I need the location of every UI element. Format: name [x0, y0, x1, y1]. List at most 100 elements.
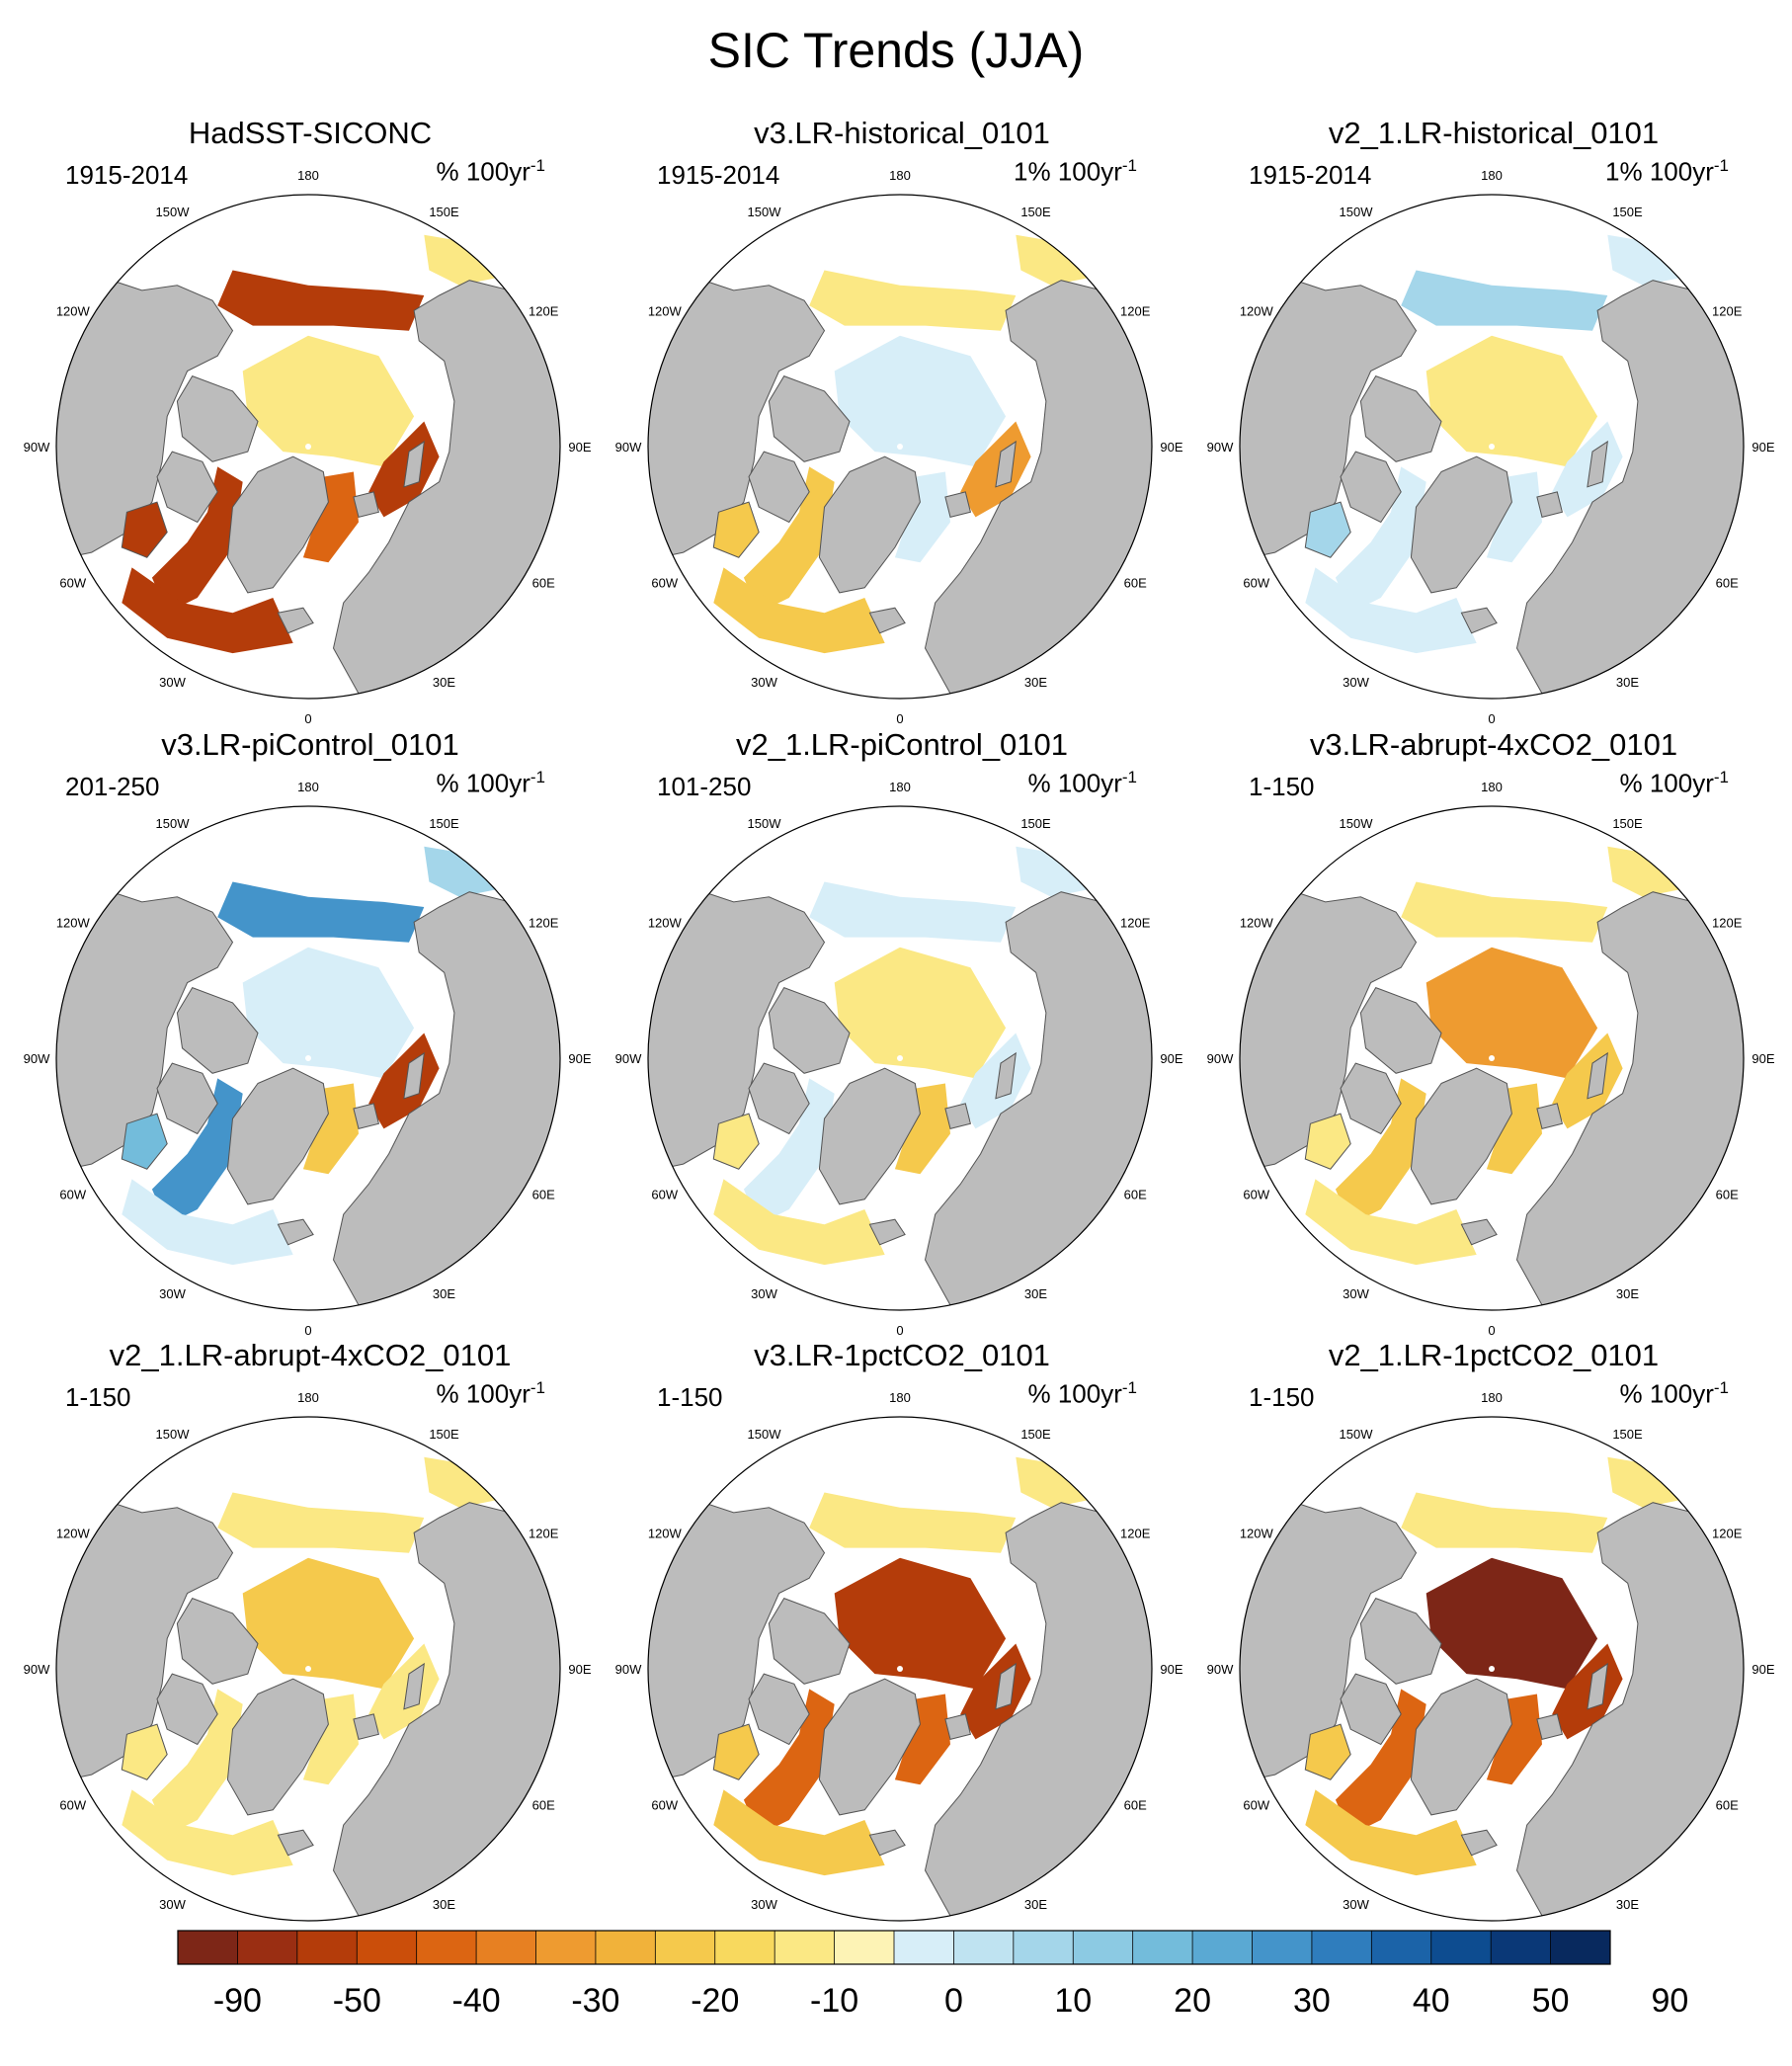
trend-region-labrador-baffin: [151, 1078, 243, 1225]
colorbar-swatch: [655, 1931, 716, 1964]
trend-region-pacific-periphery: [1401, 1492, 1608, 1553]
panel-title: HadSST-SICONC: [188, 116, 433, 150]
trend-region-pacific-periphery: [809, 270, 1017, 331]
trend-region-greenland-sea: [1486, 1694, 1542, 1785]
landmass: [56, 275, 234, 563]
longitude-label: 150W: [156, 205, 191, 219]
north-pole-marker: [305, 1666, 311, 1672]
longitude-label: 150E: [1612, 816, 1643, 831]
landmass: [176, 1597, 259, 1685]
longitude-label: 30E: [433, 1897, 455, 1912]
landmass: [353, 1713, 380, 1741]
colorbar-tick-label: 10: [1054, 1982, 1092, 2020]
landmass: [1460, 607, 1498, 634]
units-exponent: -1: [1121, 768, 1137, 786]
trend-region-labrador-baffin: [151, 1689, 243, 1836]
map-panel: HadSST-SICONC 1915-2014 % 100yr-1 180 150E 12…: [14, 116, 607, 728]
panel-units: % 100yr-1: [1619, 768, 1729, 799]
longitude-label: 60E: [1124, 576, 1147, 591]
trend-region-atlantic-periphery: [122, 1179, 293, 1266]
longitude-label: 150E: [1612, 1427, 1643, 1442]
colorbar-swatch: [714, 1931, 775, 1964]
panel-period: 101-250: [657, 772, 752, 801]
trend-region-okhotsk-bering: [1607, 1456, 1693, 1508]
longitude-label: 90E: [1751, 1662, 1774, 1677]
longitude-label: 120W: [648, 1527, 683, 1541]
north-pole-marker: [1489, 1666, 1495, 1672]
landmass: [176, 986, 259, 1074]
colorbar-swatch: [834, 1931, 895, 1964]
longitude-label: 30E: [1616, 675, 1639, 690]
longitude-label: 90W: [24, 440, 50, 455]
trend-region-central-arctic: [834, 1557, 1007, 1690]
hudson-bay: [1304, 501, 1351, 558]
trend-region-greenland-sea: [302, 1694, 359, 1785]
panel-title: v3.LR-historical_0101: [754, 116, 1050, 150]
polar-map: 180 150E 120E 90E 60E 30E 0 30W 60W 90W 120W 150W: [1207, 780, 1775, 1338]
colorbar-swatch: [1192, 1931, 1253, 1964]
colorbar-tick-label: -50: [333, 1982, 381, 2020]
trend-region-okhotsk-bering: [424, 846, 510, 897]
polar-map: 180 150E 120E 90E 60E 30E 0 30W 60W 90W 120W 150W: [615, 780, 1183, 1338]
map-panel: v2_1.LR-piControl_0101 101-250% 100yr-1 18…: [606, 727, 1198, 1340]
hudson-bay: [712, 1113, 760, 1170]
longitude-label: 30E: [1024, 675, 1047, 690]
trend-region-greenland-sea: [1486, 1083, 1542, 1175]
map-boundary: [55, 1416, 561, 1922]
land-mask: [56, 1497, 560, 1921]
longitude-label: 120E: [529, 916, 559, 931]
landmass: [1536, 1713, 1564, 1741]
longitude-label: 120E: [1712, 916, 1743, 931]
landmass: [818, 1067, 921, 1205]
landmass: [748, 1673, 810, 1746]
longitude-label: 90E: [1751, 1051, 1774, 1066]
panel-units: 1% 100yr-1: [1605, 156, 1729, 188]
longitude-label: 30W: [1343, 675, 1369, 690]
map-boundary: [55, 805, 561, 1311]
landmass: [403, 1662, 425, 1710]
north-pole-marker: [897, 444, 903, 450]
colorbar-swatch: [1073, 1931, 1134, 1964]
panel-title: v3.LR-abrupt-4xCO2_0101: [1309, 727, 1678, 762]
panel-period: 1915-2014: [1249, 160, 1372, 190]
sea-ice-trend-field: [1305, 234, 1693, 654]
colorbar-tick-label: 0: [944, 1982, 963, 2020]
colorbar-tick-label: -90: [213, 1982, 262, 2020]
longitude-label: 180: [889, 780, 911, 794]
longitude-label: 150W: [748, 816, 782, 831]
units-exponent: -1: [1713, 1378, 1729, 1397]
longitude-label: 120E: [1120, 1527, 1151, 1541]
landmass: [995, 1662, 1017, 1710]
trend-region-greenland-sea: [1486, 471, 1542, 563]
landmass: [648, 1497, 826, 1785]
landmass: [1340, 1673, 1402, 1746]
units-base: % 100yr: [1027, 768, 1122, 798]
trend-region-okhotsk-bering: [424, 234, 510, 286]
longitude-label: 60E: [1124, 1188, 1147, 1202]
landmass: [226, 1067, 329, 1205]
trend-region-greenland-sea: [894, 1083, 950, 1175]
trend-region-central-arctic: [242, 947, 415, 1079]
north-pole-marker: [1489, 444, 1495, 450]
longitude-label: 0: [1488, 1323, 1495, 1338]
map-boundary: [55, 194, 561, 700]
trend-region-labrador-baffin: [743, 1078, 835, 1225]
landmass: [1460, 1829, 1498, 1857]
colorbar-swatch: [595, 1931, 656, 1964]
longitude-label: 60E: [532, 1188, 555, 1202]
longitude-label: 30E: [433, 1286, 455, 1301]
landmass: [818, 1678, 921, 1816]
sea-ice-trend-field: [713, 1456, 1101, 1876]
landmass: [1587, 440, 1608, 488]
longitude-label: 60E: [1716, 1188, 1739, 1202]
longitude-label: 0: [896, 1323, 903, 1338]
trend-region-pacific-periphery: [809, 1492, 1017, 1553]
trend-region-okhotsk-bering: [1016, 846, 1101, 897]
trend-region-atlantic-periphery: [1305, 1179, 1477, 1266]
landmass: [1410, 1678, 1512, 1816]
longitude-label: 30E: [1024, 1897, 1047, 1912]
landmass: [1340, 451, 1402, 524]
landmass: [1536, 1103, 1564, 1130]
map-boundary: [647, 1416, 1153, 1922]
longitude-label: 30E: [1616, 1286, 1639, 1301]
